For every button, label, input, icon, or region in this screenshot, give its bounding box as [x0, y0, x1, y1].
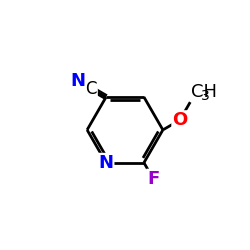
Text: 3: 3: [200, 89, 209, 103]
Text: CH: CH: [192, 83, 218, 101]
Text: N: N: [98, 154, 114, 172]
Text: N: N: [70, 72, 85, 90]
Text: F: F: [147, 170, 159, 188]
Text: C: C: [86, 80, 97, 98]
Text: O: O: [172, 111, 188, 129]
